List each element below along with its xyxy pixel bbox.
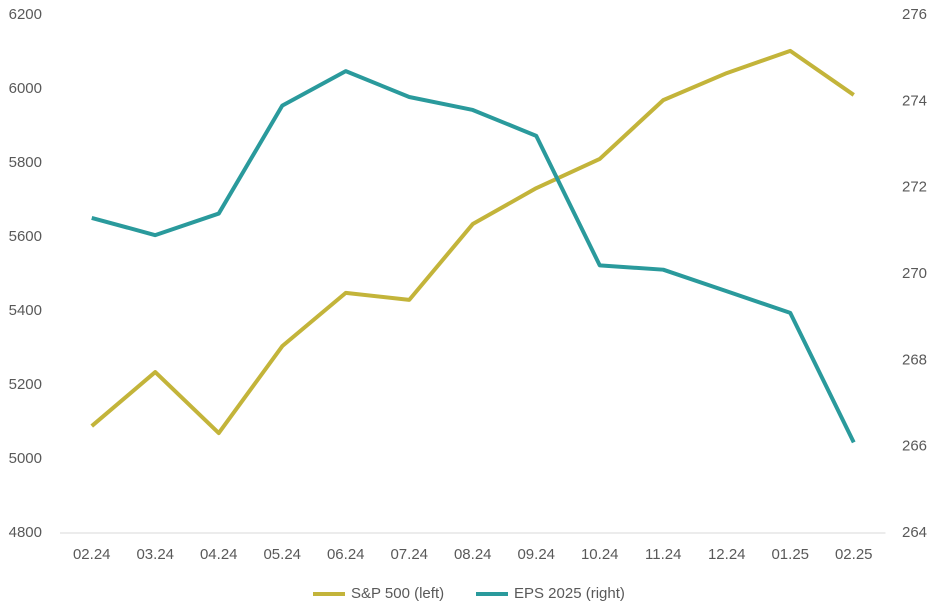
y2-tick-label: 266 [902,438,927,455]
y2-tick-label: 276 [902,6,927,23]
legend-label: S&P 500 (left) [351,585,444,601]
x-tick-label: 09.24 [517,546,555,563]
x-tick-label: 02.25 [835,546,873,563]
y2-tick-label: 274 [902,92,927,109]
y2-tick-label: 268 [902,351,927,368]
x-tick-label: 05.24 [263,546,301,563]
y-tick-label: 6200 [9,6,42,23]
y-tick-label: 4800 [9,524,42,541]
x-tick-label: 03.24 [136,546,174,563]
y-tick-label: 5400 [9,302,42,319]
x-tick-label: 01.25 [771,546,809,563]
series-line [91,69,856,444]
legend-label: EPS 2025 (right) [514,585,625,601]
y2-tick-label: 264 [902,524,927,541]
series-line [90,48,855,436]
y2-tick-label: 270 [902,265,927,282]
y-tick-label: 6000 [9,80,42,97]
x-tick-label: 10.24 [581,546,619,563]
x-tick-label: 04.24 [200,546,238,563]
x-tick-label: 12.24 [708,546,746,563]
y2-tick-label: 272 [902,179,927,196]
y-tick-label: 5800 [9,154,42,171]
y-tick-label: 5600 [9,228,42,245]
x-tick-label: 07.24 [390,546,428,563]
x-tick-label: 08.24 [454,546,492,563]
x-tick-label: 11.24 [645,546,681,563]
x-tick-label: 02.24 [73,546,111,563]
y-tick-label: 5000 [9,450,42,467]
y-tick-label: 5200 [9,376,42,393]
x-tick-label: 06.24 [327,546,365,563]
